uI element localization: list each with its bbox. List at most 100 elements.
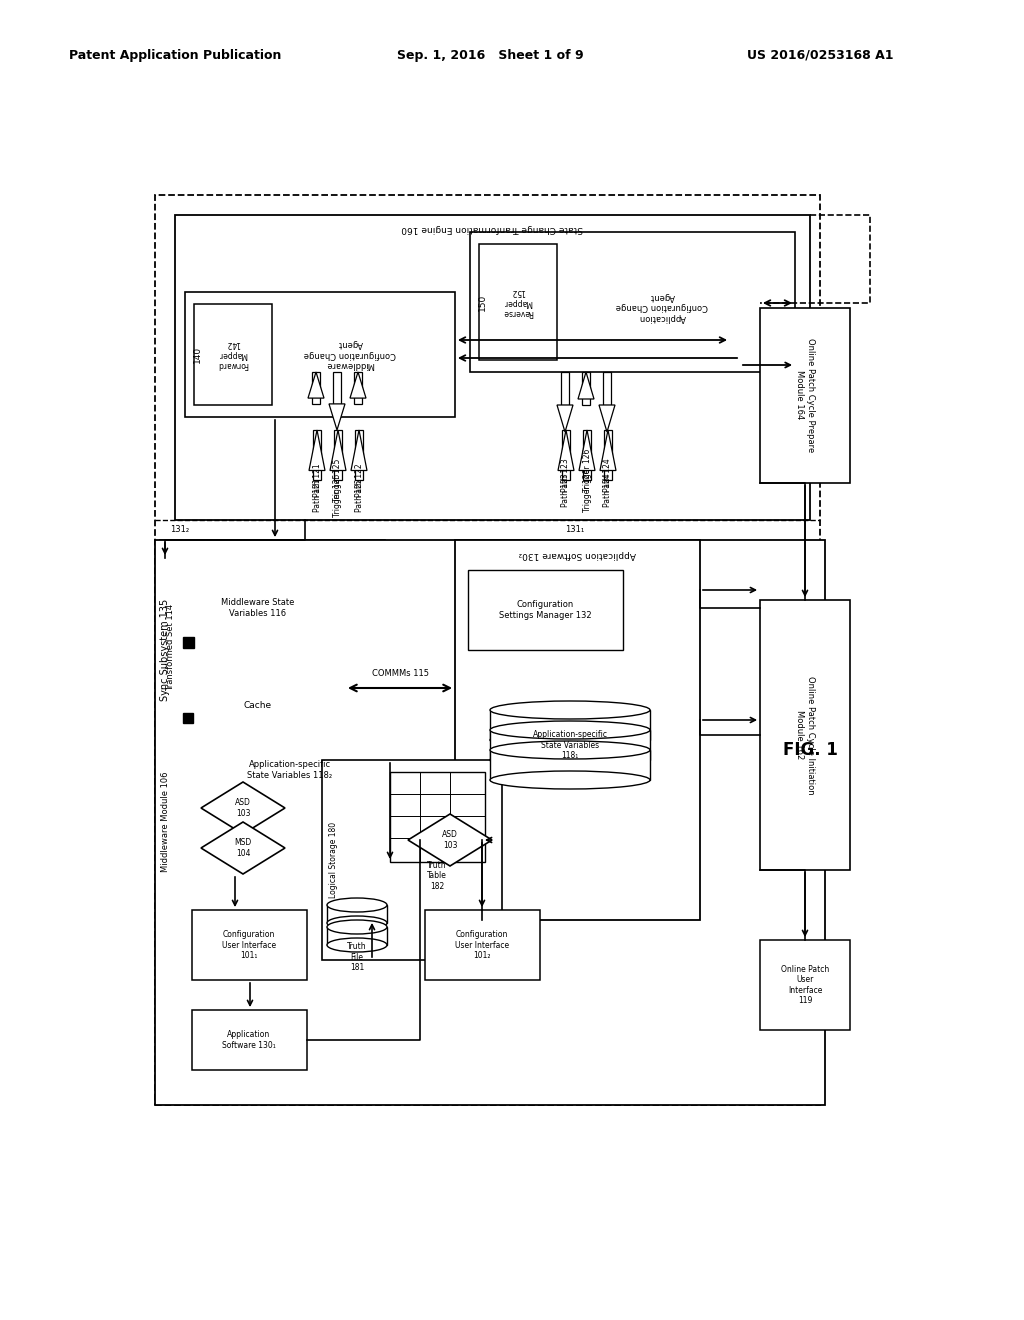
Bar bbox=[584, 430, 591, 479]
Bar bbox=[193, 909, 307, 979]
Text: Transformed Set 114: Transformed Set 114 bbox=[167, 603, 175, 690]
Bar bbox=[193, 1010, 307, 1071]
Ellipse shape bbox=[490, 731, 650, 748]
Ellipse shape bbox=[490, 751, 650, 770]
Bar bbox=[322, 760, 502, 960]
Bar bbox=[583, 372, 590, 405]
Text: Online Patch
User
Interface
119: Online Patch User Interface 119 bbox=[781, 965, 829, 1005]
Text: Middleware State
Variables 116: Middleware State Variables 116 bbox=[221, 598, 295, 618]
Bar bbox=[155, 540, 825, 1105]
Text: MSD
104: MSD 104 bbox=[234, 838, 252, 858]
Bar bbox=[490, 710, 650, 741]
Text: 131₂: 131₂ bbox=[170, 525, 189, 535]
Bar bbox=[355, 430, 362, 479]
Text: Application-specific
State Variables
118₁: Application-specific State Variables 118… bbox=[532, 730, 607, 760]
Ellipse shape bbox=[327, 920, 387, 935]
Text: Forward
Mapper
142: Forward Mapper 142 bbox=[217, 339, 249, 368]
Ellipse shape bbox=[490, 701, 650, 719]
Polygon shape bbox=[330, 430, 346, 470]
Text: Reverse
Mapper
152: Reverse Mapper 152 bbox=[503, 286, 534, 317]
Polygon shape bbox=[599, 405, 615, 432]
Polygon shape bbox=[350, 372, 366, 399]
Text: Path 121: Path 121 bbox=[312, 463, 322, 496]
Polygon shape bbox=[558, 430, 574, 470]
Bar bbox=[335, 430, 342, 479]
Polygon shape bbox=[600, 430, 616, 470]
Polygon shape bbox=[557, 405, 573, 432]
Polygon shape bbox=[308, 372, 324, 399]
Text: Middleware
Configuration Change
Agent: Middleware Configuration Change Agent bbox=[304, 339, 396, 368]
Text: Sync Subsystem 135: Sync Subsystem 135 bbox=[160, 599, 170, 701]
Bar bbox=[312, 372, 319, 404]
Bar bbox=[760, 940, 850, 1030]
Text: Application
Configuration Change
Agent: Application Configuration Change Agent bbox=[615, 292, 709, 322]
Bar bbox=[183, 713, 193, 723]
Bar bbox=[561, 372, 568, 405]
Polygon shape bbox=[201, 822, 285, 874]
Text: Trigger 126: Trigger 126 bbox=[583, 449, 592, 491]
Bar bbox=[760, 308, 850, 483]
Text: Patent Application Publication: Patent Application Publication bbox=[69, 49, 282, 62]
Bar bbox=[490, 730, 650, 760]
Text: Online Patch Cycle Prepare
Module 164: Online Patch Cycle Prepare Module 164 bbox=[796, 338, 815, 453]
Text: Application Software 130₂: Application Software 130₂ bbox=[518, 549, 636, 558]
Text: Configuration
User Interface
101₂: Configuration User Interface 101₂ bbox=[455, 931, 509, 960]
Text: Trigger 125: Trigger 125 bbox=[334, 458, 342, 502]
Bar bbox=[160, 540, 385, 755]
Ellipse shape bbox=[327, 916, 387, 931]
Text: Application-specific
State Variables 118₂: Application-specific State Variables 118… bbox=[248, 760, 333, 780]
Bar bbox=[490, 750, 650, 780]
Bar bbox=[562, 430, 569, 479]
Text: Path 123: Path 123 bbox=[561, 458, 570, 492]
Ellipse shape bbox=[490, 741, 650, 759]
Bar bbox=[390, 772, 485, 862]
Text: FIG. 1: FIG. 1 bbox=[782, 741, 838, 759]
Text: Configuration
Settings Manager 132: Configuration Settings Manager 132 bbox=[499, 601, 591, 619]
Ellipse shape bbox=[490, 771, 650, 789]
Text: Path 122: Path 122 bbox=[354, 463, 364, 496]
Ellipse shape bbox=[327, 898, 387, 912]
Bar bbox=[604, 430, 611, 479]
Bar bbox=[194, 304, 272, 405]
Bar bbox=[185, 292, 455, 417]
Bar bbox=[455, 540, 700, 920]
Bar bbox=[183, 638, 194, 648]
Text: Sep. 1, 2016   Sheet 1 of 9: Sep. 1, 2016 Sheet 1 of 9 bbox=[396, 49, 584, 62]
Polygon shape bbox=[578, 372, 594, 399]
Text: 150: 150 bbox=[477, 293, 486, 310]
Text: Middleware Module 106: Middleware Module 106 bbox=[161, 772, 170, 873]
Bar bbox=[334, 372, 341, 404]
Text: 131₁: 131₁ bbox=[565, 525, 585, 535]
Text: Truth
File
181: Truth File 181 bbox=[347, 942, 367, 972]
Bar bbox=[175, 215, 810, 520]
Text: Path 121: Path 121 bbox=[312, 478, 322, 512]
Bar bbox=[470, 232, 795, 372]
Bar bbox=[155, 195, 820, 1105]
Bar bbox=[181, 558, 336, 657]
Text: Configuration
User Interface
101₁: Configuration User Interface 101₁ bbox=[222, 931, 276, 960]
Bar bbox=[181, 678, 336, 733]
Polygon shape bbox=[351, 430, 367, 470]
Text: Trigger 125: Trigger 125 bbox=[334, 474, 342, 516]
Polygon shape bbox=[309, 430, 325, 470]
Text: Logical Storage 180: Logical Storage 180 bbox=[329, 822, 338, 898]
Text: Application
Software 130₁: Application Software 130₁ bbox=[222, 1031, 275, 1049]
Text: State Change Tranformation Engine 160: State Change Tranformation Engine 160 bbox=[401, 224, 583, 234]
Polygon shape bbox=[408, 814, 492, 866]
Bar bbox=[313, 430, 321, 479]
Text: Path 124: Path 124 bbox=[603, 473, 612, 507]
Text: Truth
Table
182: Truth Table 182 bbox=[427, 861, 446, 891]
Bar bbox=[760, 601, 850, 870]
Text: COMMMs 115: COMMMs 115 bbox=[372, 669, 428, 678]
Text: 140: 140 bbox=[193, 346, 202, 363]
Ellipse shape bbox=[490, 721, 650, 739]
Polygon shape bbox=[329, 404, 345, 430]
Text: Online Patch Cycle Initiation
Module 162: Online Patch Cycle Initiation Module 162 bbox=[796, 676, 815, 795]
Bar bbox=[479, 244, 557, 360]
Text: Path 122: Path 122 bbox=[354, 478, 364, 512]
Bar bbox=[354, 372, 361, 404]
Text: Trigger 126: Trigger 126 bbox=[583, 469, 592, 512]
Polygon shape bbox=[579, 430, 595, 470]
Bar bbox=[327, 906, 387, 923]
Text: Cache: Cache bbox=[244, 701, 272, 710]
